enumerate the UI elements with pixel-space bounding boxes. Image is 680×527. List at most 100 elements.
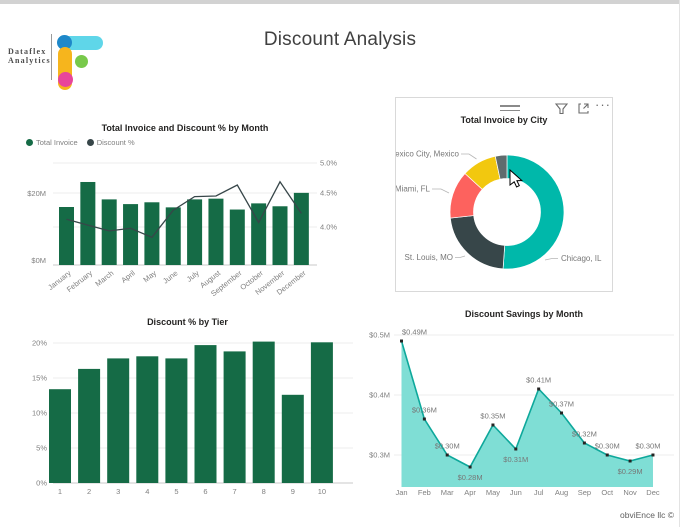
line-series-discount-pct[interactable] bbox=[66, 180, 302, 239]
bar-july[interactable] bbox=[187, 199, 203, 265]
area-chart-canvas: $0.3M $0.4M $0.5M $0.49M Jan $0.36M Feb $0.30M M… bbox=[369, 328, 674, 497]
data-point-mar[interactable] bbox=[445, 453, 449, 457]
y-right-tick: 5.0% bbox=[320, 159, 337, 168]
data-point-aug[interactable] bbox=[560, 411, 564, 415]
visual-invoice-discount-by-month[interactable]: $0M $20M 4.0% 4.5% 5.0% January February March A… bbox=[15, 110, 355, 302]
chart-title-discount-savings: Discount Savings by Month bbox=[464, 309, 583, 319]
area-line-discount-savings bbox=[400, 340, 654, 469]
x-tick-may: May bbox=[486, 488, 500, 497]
x-tick-tier-3: 3 bbox=[116, 487, 120, 496]
visual-discount-by-tier[interactable]: 0% 5% 10% 15% 20% 1 2 3 4 5 6 7 8 9 10 Discount % by T… bbox=[15, 308, 360, 508]
visual-discount-savings-by-month[interactable]: $0.3M $0.4M $0.5M $0.49M Jan $0.36M Feb $0.30M M… bbox=[368, 298, 679, 510]
logo-shape-green-circle bbox=[75, 55, 88, 68]
bar-march[interactable] bbox=[101, 199, 117, 265]
x-tick-nov: Nov bbox=[623, 488, 637, 497]
legend-item-total-invoice[interactable]: Total Invoice bbox=[26, 138, 78, 147]
data-point-jul[interactable] bbox=[537, 387, 541, 391]
company-logo: Dataflex Analytics bbox=[8, 18, 118, 90]
x-tick-tier-6: 6 bbox=[203, 487, 207, 496]
logo-divider bbox=[51, 34, 52, 80]
focus-mode-icon[interactable] bbox=[576, 101, 591, 116]
x-tick-tier-7: 7 bbox=[233, 487, 237, 496]
bar-tier-5[interactable] bbox=[165, 358, 188, 483]
data-label-may: $0.35M bbox=[480, 412, 505, 421]
area-fill-discount-savings[interactable] bbox=[401, 341, 654, 487]
bar-january[interactable] bbox=[59, 207, 74, 265]
data-point-jun[interactable] bbox=[514, 447, 518, 451]
data-point-apr[interactable] bbox=[468, 465, 472, 469]
data-label-oct: $0.30M bbox=[595, 442, 620, 451]
bar-september[interactable] bbox=[229, 209, 245, 265]
bar-tier-3[interactable] bbox=[107, 358, 130, 483]
data-point-sep[interactable] bbox=[582, 441, 586, 445]
data-point-oct[interactable] bbox=[605, 453, 609, 457]
data-point-dec[interactable] bbox=[651, 453, 655, 457]
bar-tier-1[interactable] bbox=[49, 389, 71, 483]
logo-line1: Dataflex bbox=[8, 47, 47, 56]
donut-slice-chicago-il[interactable] bbox=[502, 154, 565, 270]
y-tick-$0.3M: $0.3M bbox=[369, 451, 390, 460]
bar-tier-9[interactable] bbox=[281, 394, 304, 483]
donut-slice-other[interactable] bbox=[494, 154, 508, 180]
legend-dot-total-invoice bbox=[26, 139, 33, 146]
bar-series-discount-pct bbox=[49, 341, 333, 483]
label-connector bbox=[432, 188, 450, 194]
bar-tier-8[interactable] bbox=[252, 341, 275, 483]
data-label-jun: $0.31M bbox=[503, 455, 528, 464]
chart-title-discount-by-tier: Discount % by Tier bbox=[147, 317, 228, 327]
visual-invoice-by-city[interactable]: ··· Total Invoice by City Chicago, IL St.… bbox=[395, 97, 613, 292]
y-tick-15%: 15% bbox=[32, 374, 47, 383]
x-tick-tier-8: 8 bbox=[262, 487, 266, 496]
data-point-jan[interactable] bbox=[400, 339, 403, 343]
mouse-cursor bbox=[509, 168, 524, 188]
bar-may[interactable] bbox=[144, 202, 160, 265]
bar-december[interactable] bbox=[293, 192, 309, 265]
bar-november[interactable] bbox=[272, 206, 288, 265]
bar-tier-2[interactable] bbox=[78, 368, 101, 483]
donut-label-st-louis-mo: St. Louis, MO bbox=[405, 253, 453, 262]
bar-tier-7[interactable] bbox=[223, 351, 246, 483]
donut-label-miami-fl: Miami, FL bbox=[396, 185, 431, 194]
y-tick-0%: 0% bbox=[36, 479, 47, 488]
label-connector bbox=[544, 258, 558, 261]
legend-dot-discount-pct bbox=[86, 139, 94, 146]
bar-tier-10[interactable] bbox=[310, 342, 333, 483]
data-point-nov[interactable] bbox=[628, 459, 632, 463]
x-tick-tier-9: 9 bbox=[291, 487, 295, 496]
donut-slice-st-louis-mo[interactable] bbox=[449, 215, 506, 270]
bar-tier-4[interactable] bbox=[136, 356, 159, 483]
data-label-apr: $0.28M bbox=[458, 473, 483, 482]
bar-october[interactable] bbox=[251, 203, 267, 265]
data-point-feb[interactable] bbox=[422, 417, 426, 421]
y-tick-20%: 20% bbox=[32, 339, 47, 348]
logo-line2: Analytics bbox=[8, 56, 51, 65]
bar-february[interactable] bbox=[80, 181, 96, 265]
y-tick-5%: 5% bbox=[36, 444, 47, 453]
data-point-may[interactable] bbox=[491, 423, 495, 427]
data-label-mar: $0.30M bbox=[435, 442, 460, 451]
data-label-sep: $0.32M bbox=[572, 430, 597, 439]
drag-handle-icon[interactable] bbox=[500, 105, 520, 114]
data-label-aug: $0.37M bbox=[549, 400, 574, 409]
x-tick-april: April bbox=[119, 268, 137, 285]
bar-series-total-invoice bbox=[59, 181, 309, 265]
x-tick-apr: Apr bbox=[464, 488, 476, 497]
bar-tier-6[interactable] bbox=[194, 345, 217, 483]
legend-item-discount-pct[interactable]: Discount % bbox=[86, 138, 135, 147]
legend-label-total-invoice: Total Invoice bbox=[36, 138, 78, 147]
window-top-strip bbox=[0, 0, 679, 4]
x-tick-june: June bbox=[161, 268, 179, 285]
x-tick-tier-10: 10 bbox=[318, 487, 326, 496]
chart-legend: Total Invoice Discount % bbox=[26, 138, 144, 147]
data-label-dec: $0.30M bbox=[635, 442, 660, 451]
logo-shape-pink-circle bbox=[58, 72, 73, 87]
more-options-icon[interactable]: ··· bbox=[595, 97, 611, 112]
x-tick-tier-4: 4 bbox=[145, 487, 149, 496]
label-connector bbox=[455, 255, 466, 258]
filter-icon[interactable] bbox=[554, 101, 569, 116]
bar-april[interactable] bbox=[123, 204, 139, 265]
bar-june[interactable] bbox=[165, 207, 181, 265]
x-tick-jun: Jun bbox=[510, 488, 522, 497]
bar-august[interactable] bbox=[208, 198, 224, 265]
